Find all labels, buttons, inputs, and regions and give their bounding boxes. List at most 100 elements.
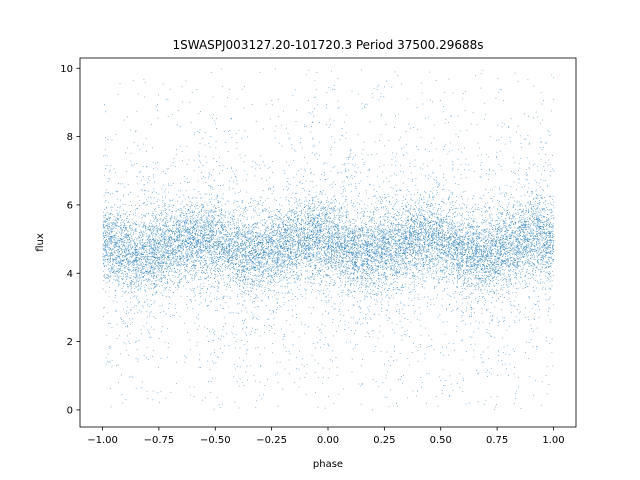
data-point (245, 236, 246, 237)
data-point (308, 207, 310, 209)
data-point (356, 255, 358, 257)
data-point (447, 238, 449, 240)
data-point (304, 233, 305, 234)
data-point (400, 164, 401, 166)
data-point (266, 255, 268, 256)
data-point (491, 336, 492, 337)
data-point (159, 228, 161, 230)
data-point (480, 279, 482, 281)
data-point (141, 272, 142, 273)
data-point (298, 170, 299, 171)
data-point (193, 159, 195, 161)
data-point (533, 210, 534, 212)
data-point (533, 205, 535, 207)
data-point (534, 215, 536, 217)
data-point (146, 166, 147, 168)
data-point (490, 247, 492, 249)
data-point (464, 279, 465, 281)
data-point (362, 269, 364, 271)
data-point (474, 286, 475, 287)
data-point (223, 226, 225, 227)
data-point (108, 216, 110, 218)
data-point (421, 249, 422, 251)
data-point (165, 249, 166, 251)
data-point (362, 265, 364, 266)
data-point (468, 265, 469, 267)
data-point (464, 110, 466, 111)
data-point (172, 162, 174, 164)
data-point (157, 263, 159, 265)
data-point (401, 286, 403, 288)
data-point (217, 267, 219, 269)
data-point (118, 249, 120, 250)
data-point (200, 256, 201, 258)
data-point (396, 275, 398, 277)
data-point (129, 376, 130, 378)
data-point (316, 248, 318, 249)
data-point (133, 270, 134, 272)
data-point (376, 255, 378, 257)
data-point (469, 249, 471, 251)
data-point (323, 242, 325, 244)
data-point (123, 292, 125, 294)
data-point (241, 245, 243, 247)
data-point (157, 252, 159, 254)
data-point (409, 162, 411, 164)
data-point (213, 339, 215, 341)
data-point (481, 252, 482, 254)
data-point (392, 258, 394, 260)
data-point (104, 217, 106, 218)
data-point (471, 316, 473, 317)
data-point (258, 227, 259, 229)
data-point (168, 225, 170, 227)
data-point (536, 233, 537, 235)
data-point (500, 267, 502, 269)
data-point (112, 242, 114, 243)
data-point (380, 256, 382, 258)
data-point (303, 253, 304, 254)
data-point (489, 259, 490, 261)
data-point (485, 278, 486, 280)
data-point (358, 234, 359, 236)
data-point (266, 263, 267, 265)
data-point (419, 205, 420, 207)
data-point (295, 230, 297, 232)
data-point (492, 253, 493, 254)
data-point (517, 250, 519, 252)
data-point (512, 232, 513, 233)
data-point (342, 252, 343, 254)
data-point (301, 202, 303, 204)
data-point (125, 233, 127, 235)
data-point (409, 278, 411, 279)
data-point (385, 261, 387, 263)
data-point (519, 255, 521, 257)
data-point (486, 254, 488, 256)
data-point (277, 266, 279, 268)
data-point (552, 304, 554, 306)
data-point (324, 217, 326, 218)
data-point (139, 275, 141, 276)
data-point (492, 243, 493, 244)
data-point (278, 292, 279, 293)
data-point (537, 166, 539, 167)
data-point (116, 191, 118, 192)
data-point (532, 240, 534, 241)
data-point (454, 223, 456, 225)
data-point (333, 402, 334, 404)
data-point (156, 219, 158, 221)
data-point (364, 255, 366, 256)
data-point (387, 241, 388, 243)
data-point (353, 253, 355, 254)
data-point (107, 212, 109, 213)
data-point (356, 237, 358, 238)
data-point (513, 181, 515, 183)
data-point (219, 256, 221, 258)
data-point (125, 272, 127, 274)
data-point (440, 213, 441, 215)
data-point (243, 256, 245, 258)
data-point (311, 354, 313, 356)
data-point (262, 210, 263, 212)
data-point (189, 288, 191, 290)
data-point (361, 365, 362, 367)
data-point (441, 222, 443, 224)
